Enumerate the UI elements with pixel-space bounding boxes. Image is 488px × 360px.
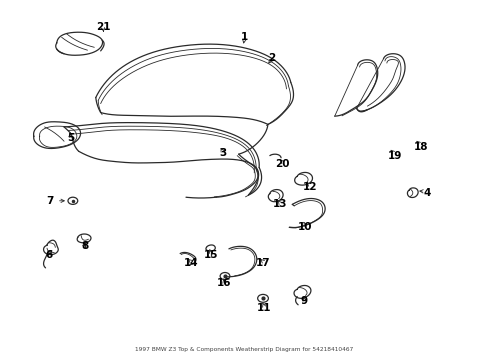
Text: 16: 16	[216, 278, 231, 288]
Text: 2: 2	[267, 53, 274, 63]
Text: 8: 8	[81, 241, 88, 251]
Text: 9: 9	[300, 296, 307, 306]
Text: 21: 21	[96, 22, 110, 32]
Text: 18: 18	[413, 142, 427, 152]
Text: 13: 13	[272, 199, 286, 210]
Text: 1997 BMW Z3 Top & Components Weatherstrip Diagram for 54218410467: 1997 BMW Z3 Top & Components Weatherstri…	[135, 347, 353, 352]
Text: 12: 12	[303, 182, 317, 192]
Text: 14: 14	[183, 258, 198, 268]
Text: 11: 11	[256, 303, 271, 313]
Text: 5: 5	[67, 133, 74, 143]
Text: 20: 20	[275, 159, 289, 169]
Text: 1: 1	[241, 32, 247, 41]
Text: 3: 3	[219, 148, 226, 158]
Text: 6: 6	[46, 250, 53, 260]
Text: 4: 4	[423, 188, 430, 198]
Text: 19: 19	[386, 150, 401, 161]
Text: 15: 15	[203, 250, 218, 260]
Text: 7: 7	[46, 196, 53, 206]
Text: 17: 17	[255, 258, 270, 268]
Text: 10: 10	[298, 222, 312, 231]
